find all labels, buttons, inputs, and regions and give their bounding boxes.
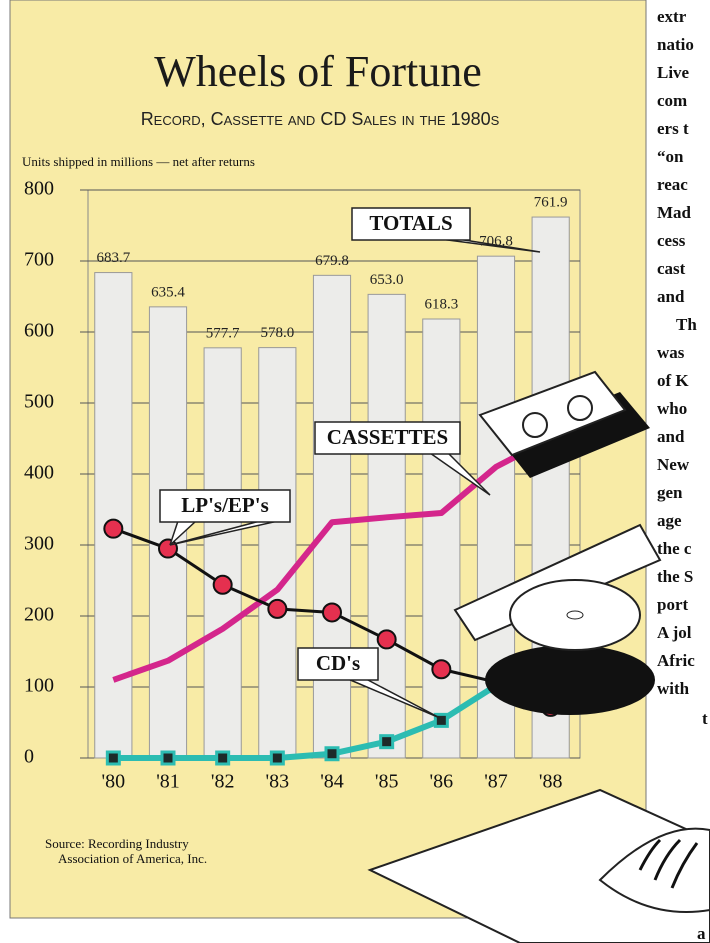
marker (162, 752, 174, 764)
x-tick-label: '82 (211, 771, 235, 793)
chart-title: Wheels of Fortune (154, 47, 481, 96)
column-line: natio (657, 35, 694, 54)
x-tick-label: '83 (266, 771, 290, 793)
marker (107, 752, 119, 764)
column-text: extr natio Live com ers t “on reac Mad cess cast a… (657, 7, 708, 943)
marker (378, 630, 396, 648)
y-tick-label: 400 (24, 462, 54, 484)
value-label: 683.7 (96, 250, 130, 266)
marker (268, 600, 286, 618)
legend-label: LP's/EP's (181, 493, 269, 517)
x-tick-label: '87 (484, 771, 508, 793)
marker (271, 752, 283, 764)
column-line: with (657, 679, 690, 698)
x-tick-label: '88 (539, 771, 563, 793)
value-label: 578.0 (260, 325, 294, 341)
bar (204, 348, 241, 758)
marker (104, 520, 122, 538)
column-line: and (657, 287, 685, 306)
legend-label: CD's (316, 651, 360, 675)
legend-label: TOTALS (369, 211, 452, 235)
value-label: 577.7 (206, 325, 240, 341)
bar (423, 319, 460, 758)
bar (259, 348, 296, 758)
marker (432, 660, 450, 678)
column-line: t (702, 709, 708, 728)
y-tick-label: 600 (24, 320, 54, 342)
value-label: 618.3 (424, 296, 458, 312)
column-line: New (657, 455, 690, 474)
column-line: ers t (657, 119, 689, 138)
y-tick-label: 700 (24, 249, 54, 271)
bar (95, 273, 132, 758)
column-line: “on (657, 147, 684, 166)
column-line: port (657, 595, 689, 614)
y-tick-label: 200 (24, 604, 54, 626)
x-tick-label: '85 (375, 771, 399, 793)
value-label: 679.8 (315, 253, 349, 269)
page: Wheels of Fortune Record, Cassette and C… (0, 0, 710, 943)
legend-label: CASSETTES (327, 425, 448, 449)
source: Source: Recording Industry (45, 836, 189, 851)
marker (323, 603, 341, 621)
marker (326, 748, 338, 760)
marker (159, 540, 177, 558)
column-line: reac (657, 175, 688, 194)
column-line: cast (657, 259, 686, 278)
column-line: extr (657, 7, 687, 26)
column-line: who (657, 399, 687, 418)
column-line: Afric (657, 651, 695, 670)
marker (214, 576, 232, 594)
x-tick-label: '80 (102, 771, 126, 793)
column-line: com (657, 91, 687, 110)
value-label: 761.9 (534, 194, 568, 210)
y-tick-label: 500 (24, 391, 54, 413)
y-tick-label: 300 (24, 533, 54, 555)
y-tick-label: 100 (24, 675, 54, 697)
y-tick-label: 0 (24, 746, 34, 768)
column-line: cess (657, 231, 686, 250)
bar (313, 275, 350, 758)
column-line: Mad (657, 203, 692, 222)
column-line: Live (657, 63, 690, 82)
column-line: and (657, 427, 685, 446)
marker (217, 752, 229, 764)
column-line: A jol (657, 623, 692, 642)
column-line: was (657, 343, 685, 362)
x-tick-label: '84 (320, 771, 344, 793)
column-line: Th (676, 315, 697, 334)
column-line: age (657, 511, 682, 530)
value-label: 653.0 (370, 272, 404, 288)
value-label: 635.4 (151, 284, 185, 300)
x-tick-label: '81 (156, 771, 180, 793)
chart-subtitle: Record, Cassette and CD Sales in the 198… (141, 109, 500, 129)
column-line: the S (657, 567, 693, 586)
y-axis-label: Units shipped in millions — net after re… (22, 154, 255, 169)
column-line: a (697, 924, 706, 943)
marker (381, 736, 393, 748)
column-line: gen (657, 483, 683, 502)
column-line: of K (657, 371, 689, 390)
source: Association of America, Inc. (58, 851, 207, 866)
column-line: the c (657, 539, 692, 558)
y-tick-label: 800 (24, 178, 54, 200)
x-tick-label: '86 (430, 771, 454, 793)
